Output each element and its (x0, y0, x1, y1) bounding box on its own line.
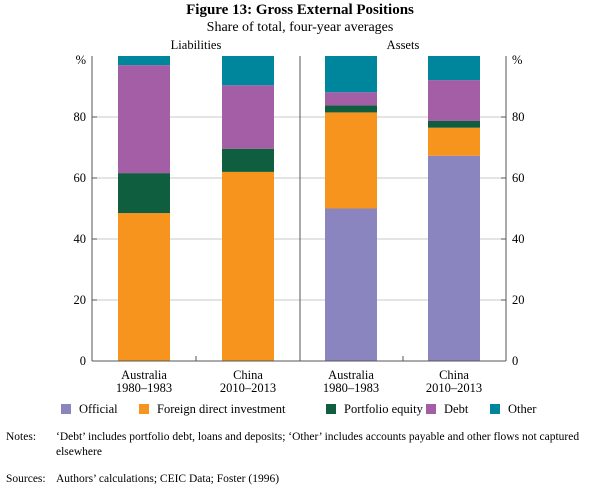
legend-label: Portfolio equity (344, 402, 424, 416)
chart-title: Figure 13: Gross External Positions (186, 2, 414, 18)
legend-label: Debt (444, 402, 469, 416)
bar-segment-foreign-direct-investment (325, 112, 377, 209)
stacked-bar-chart: Figure 13: Gross External Positions Share… (61, 2, 537, 416)
bar-segment-other (118, 56, 170, 66)
bar-segment-debt (428, 80, 480, 121)
legend-swatch (490, 404, 500, 414)
bar-segment-debt (325, 92, 377, 106)
category-label: 1980–1983 (116, 381, 172, 395)
notes: Notes: ‘Debt’ includes portfolio debt, l… (6, 430, 596, 460)
bar-segment-official (428, 155, 480, 361)
sources-text: Authors’ calculations; CEIC Data; Foster… (56, 473, 280, 485)
legend-swatch (61, 404, 71, 414)
bar-segment-debt (222, 85, 274, 149)
y-tick-label: 20 (512, 293, 525, 307)
bar-segment-other (428, 56, 480, 81)
category-label: 2010–2013 (426, 381, 482, 395)
bar-segment-portfolio-equity (118, 173, 170, 214)
y-tick-label: 60 (74, 171, 87, 185)
y-tick-label: 80 (512, 110, 525, 124)
panel-label: Assets (387, 38, 420, 52)
legend-swatch (139, 404, 149, 414)
y-tick-label: 80 (74, 110, 87, 124)
bar-segment-foreign-direct-investment (222, 171, 274, 361)
category-label: Australia (328, 368, 374, 382)
panel-label: Liabilities (171, 38, 222, 52)
unit-label: % (76, 53, 86, 67)
notes-text: ‘Debt’ includes portfolio debt, loans an… (56, 431, 580, 458)
bar-segment-portfolio-equity (222, 148, 274, 172)
unit-label: % (512, 53, 522, 67)
legend-swatch (326, 404, 336, 414)
y-tick-label: 40 (74, 232, 87, 246)
bar-segment-foreign-direct-investment (428, 127, 480, 156)
y-tick-label: 20 (74, 293, 87, 307)
bar-segment-other (222, 56, 274, 86)
category-label: Australia (121, 368, 167, 382)
legend-label: Official (79, 402, 118, 416)
y-tick-label: 60 (512, 171, 525, 185)
y-tick-label: 0 (80, 354, 86, 368)
category-label: China (233, 368, 263, 382)
sources-label: Sources: (6, 473, 46, 485)
bar-segment-portfolio-equity (325, 105, 377, 113)
bar-segment-foreign-direct-investment (118, 213, 170, 361)
bar-segment-official (325, 208, 377, 361)
y-tick-label: 40 (512, 232, 525, 246)
bar-segment-other (325, 56, 377, 93)
category-label: China (439, 368, 469, 382)
legend-label: Other (508, 402, 537, 416)
bar-segment-portfolio-equity (428, 120, 480, 128)
legend-swatch (426, 404, 436, 414)
chart-subtitle: Share of total, four-year averages (207, 20, 394, 35)
notes-label: Notes: (6, 431, 37, 443)
category-label: 2010–2013 (220, 381, 276, 395)
sources: Sources: Authors’ calculations; CEIC Dat… (6, 472, 596, 487)
category-label: 1980–1983 (323, 381, 379, 395)
legend-label: Foreign direct investment (157, 402, 286, 416)
y-tick-label: 0 (512, 354, 518, 368)
bar-segment-debt (118, 65, 170, 174)
